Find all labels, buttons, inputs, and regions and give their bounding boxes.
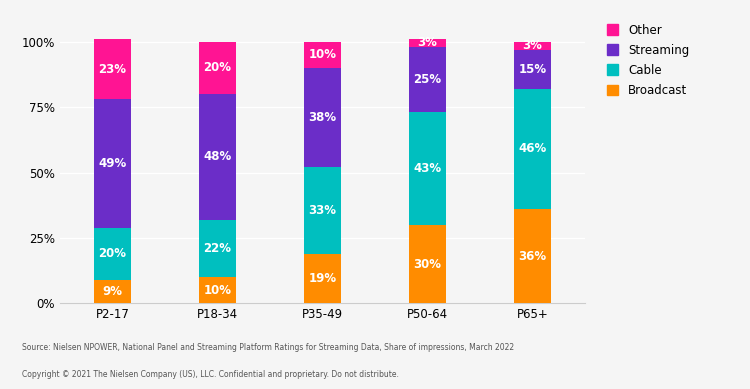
Text: Copyright © 2021 The Nielsen Company (US), LLC. Confidential and proprietary. Do: Copyright © 2021 The Nielsen Company (US… xyxy=(22,370,399,379)
Bar xyxy=(410,112,446,225)
Text: 3%: 3% xyxy=(418,37,437,49)
Bar xyxy=(514,49,550,89)
Text: 9%: 9% xyxy=(103,285,122,298)
Bar xyxy=(94,228,130,280)
Bar xyxy=(94,39,130,99)
Text: 15%: 15% xyxy=(518,63,547,75)
Text: 30%: 30% xyxy=(413,258,442,271)
Text: 22%: 22% xyxy=(203,242,232,255)
Text: 49%: 49% xyxy=(98,157,127,170)
Text: 25%: 25% xyxy=(413,73,442,86)
Bar xyxy=(200,42,236,94)
Text: 38%: 38% xyxy=(308,111,337,124)
Text: 3%: 3% xyxy=(523,39,542,52)
Bar xyxy=(94,280,130,303)
Text: 33%: 33% xyxy=(308,204,337,217)
Legend: Other, Streaming, Cable, Broadcast: Other, Streaming, Cable, Broadcast xyxy=(607,24,689,97)
Text: 23%: 23% xyxy=(98,63,127,75)
Text: 20%: 20% xyxy=(203,61,232,74)
Bar xyxy=(200,277,236,303)
Bar xyxy=(410,47,446,112)
Bar xyxy=(514,42,550,49)
Text: 19%: 19% xyxy=(308,272,337,285)
Text: 10%: 10% xyxy=(203,284,232,297)
Bar xyxy=(514,89,550,209)
Text: 46%: 46% xyxy=(518,142,547,156)
Bar xyxy=(304,68,340,167)
Text: Source: Nielsen NPOWER, National Panel and Streaming Platform Ratings for Stream: Source: Nielsen NPOWER, National Panel a… xyxy=(22,343,514,352)
Bar xyxy=(410,225,446,303)
Bar xyxy=(304,167,340,254)
Bar xyxy=(410,39,446,47)
Bar xyxy=(200,220,236,277)
Bar xyxy=(304,42,340,68)
Text: 36%: 36% xyxy=(518,250,547,263)
Text: 20%: 20% xyxy=(98,247,127,260)
Text: 10%: 10% xyxy=(308,48,337,61)
Bar xyxy=(94,99,130,228)
Text: 43%: 43% xyxy=(413,162,442,175)
Text: 48%: 48% xyxy=(203,150,232,163)
Bar xyxy=(200,94,236,220)
Bar xyxy=(514,209,550,303)
Bar xyxy=(304,254,340,303)
